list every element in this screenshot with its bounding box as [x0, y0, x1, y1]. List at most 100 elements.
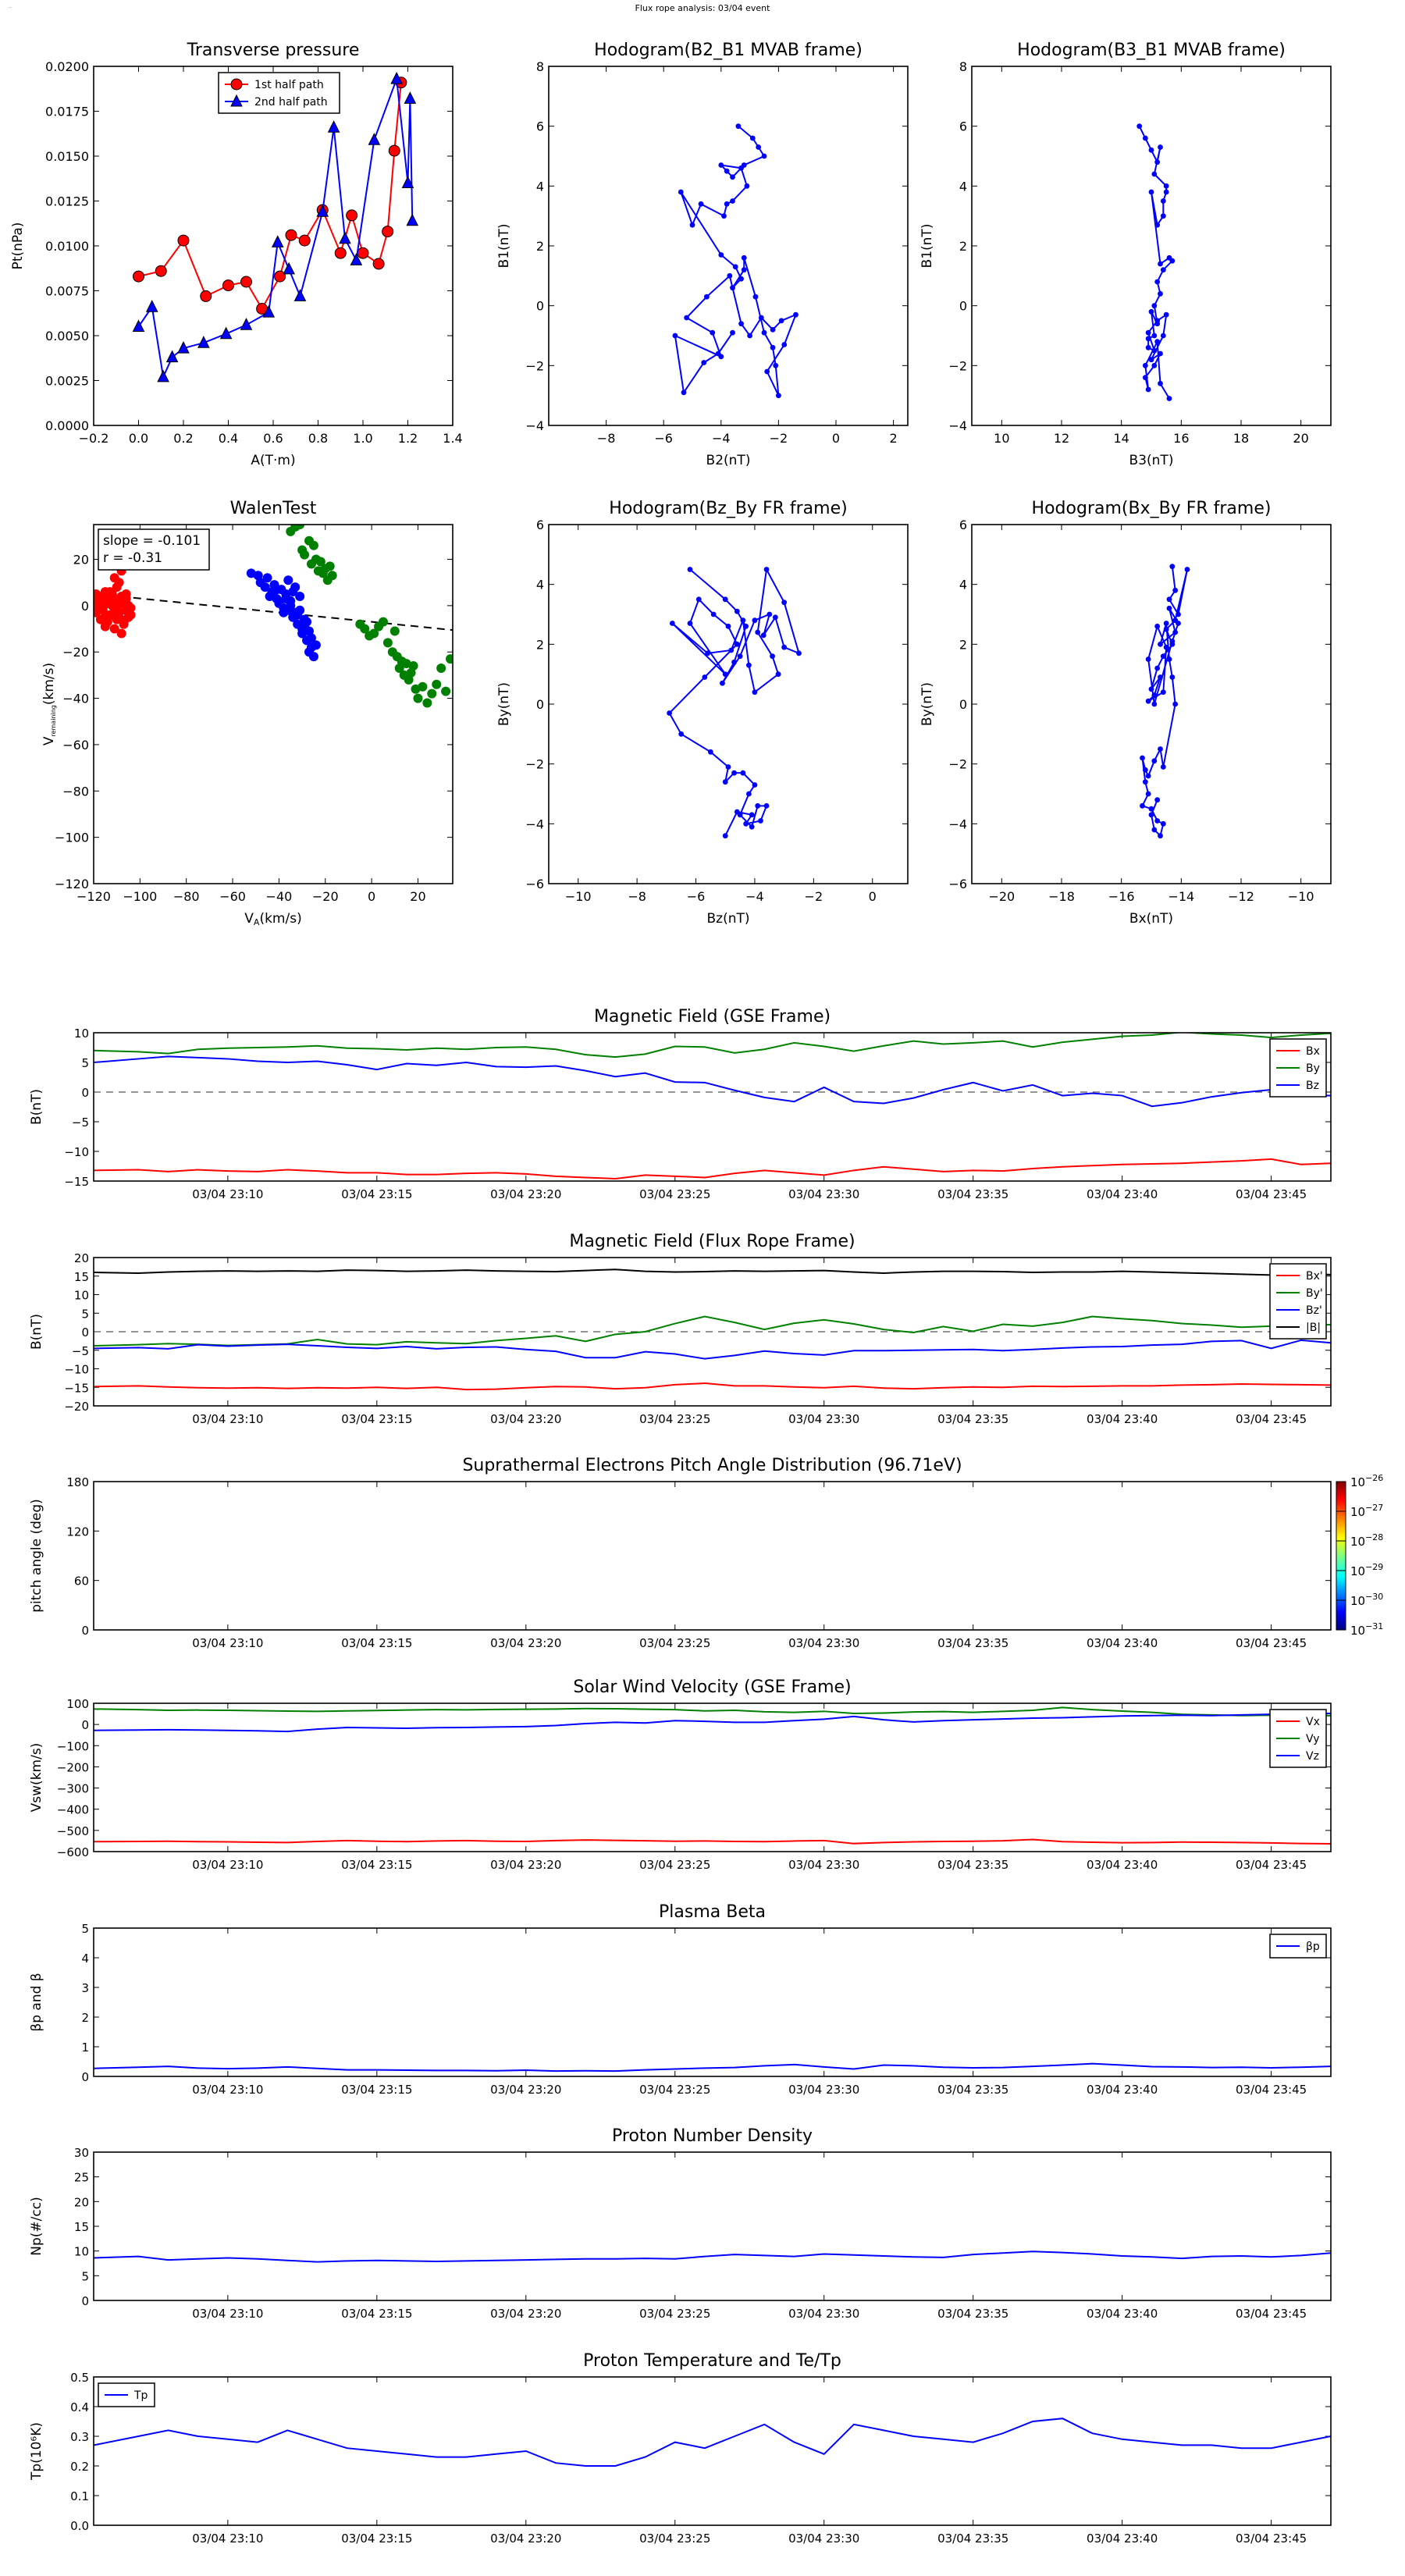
- x-tick-label: −6: [687, 889, 706, 904]
- y-tick-label: 0: [81, 2070, 89, 2084]
- x-tick-label: 0.6: [263, 431, 283, 446]
- axes-frame: [972, 525, 1331, 884]
- data-point: [1146, 336, 1151, 341]
- annotation-text: slope = -0.101: [103, 533, 201, 549]
- data-point: [770, 345, 776, 350]
- legend-label: Bx': [1306, 1270, 1323, 1283]
- y-tick-label: −300: [57, 1782, 89, 1796]
- y-tick-label: 100: [66, 1697, 89, 1711]
- data-point: [1149, 148, 1154, 153]
- x-tick-label: 03/04 23:35: [937, 1858, 1008, 1872]
- data-point: [389, 145, 400, 156]
- data-point: [1164, 190, 1169, 195]
- y-tick-label: 4: [959, 578, 967, 592]
- y-tick-label: −20: [64, 1400, 89, 1414]
- data-point: [730, 285, 735, 290]
- colorbar-label: 10−30: [1350, 1592, 1383, 1608]
- series-line-1st half path: [139, 83, 401, 309]
- x-tick-label: 03/04 23:40: [1087, 1858, 1158, 1872]
- x-tick-label: 03/04 23:35: [937, 1412, 1008, 1426]
- x-tick-label: 0.4: [219, 431, 238, 446]
- data-point: [1164, 312, 1169, 318]
- data-point: [409, 661, 418, 671]
- y-tick-label: 6: [959, 518, 967, 532]
- y-tick-label: −40: [62, 692, 89, 706]
- y-tick-label: −15: [64, 1381, 89, 1395]
- x-tick-label: 03/04 23:35: [937, 2532, 1008, 2546]
- data-point: [730, 198, 735, 204]
- x-tick-label: 03/04 23:40: [1087, 1636, 1158, 1650]
- x-tick-label: 03/04 23:25: [639, 1412, 710, 1426]
- chart-vsw: Solar Wind Velocity (GSE Frame)−600−500−…: [29, 1678, 1331, 1872]
- x-tick-label: −4: [745, 889, 764, 904]
- y-tick-label: −6: [948, 877, 967, 891]
- y-tick-label: −2: [948, 358, 967, 373]
- y-tick-label: 25: [74, 2171, 89, 2185]
- chart-title: Magnetic Field (Flux Rope Frame): [569, 1232, 855, 1251]
- y-tick-label: −100: [55, 831, 89, 845]
- data-point: [755, 630, 760, 635]
- y-tick-label: 5: [81, 2269, 89, 2283]
- data-point: [110, 624, 119, 634]
- data-point: [1149, 812, 1154, 817]
- data-point: [122, 589, 131, 599]
- data-point: [1143, 779, 1148, 785]
- y-tick-label: 180: [66, 1475, 89, 1489]
- x-tick-label: 03/04 23:45: [1236, 2532, 1307, 2546]
- data-point: [117, 615, 126, 624]
- axes-frame: [549, 66, 908, 425]
- x-tick-label: 20: [1293, 431, 1308, 446]
- y-tick-label: 20: [74, 1251, 89, 1265]
- x-tick-label: 03/04 23:25: [639, 2532, 710, 2546]
- y-tick-label: 5: [81, 1307, 89, 1321]
- x-tick-label: 03/04 23:10: [192, 2307, 263, 2321]
- data-point: [1169, 258, 1175, 264]
- data-point: [740, 617, 745, 623]
- x-tick-label: 0.0: [129, 431, 148, 446]
- x-tick-label: 03/04 23:25: [639, 2083, 710, 2097]
- data-point: [432, 680, 441, 689]
- data-point: [740, 770, 745, 776]
- series-line-2nd half path: [139, 79, 413, 377]
- y-tick-label: 0.0050: [45, 329, 89, 343]
- data-point: [1154, 222, 1160, 228]
- legend-label: 2nd half path: [254, 96, 328, 109]
- data-point: [221, 328, 232, 339]
- x-tick-label: −2: [805, 889, 823, 904]
- x-tick-label: 10: [994, 431, 1009, 446]
- x-tick-label: 03/04 23:45: [1236, 1187, 1307, 1201]
- data-point: [1172, 630, 1178, 635]
- chart-title: Transverse pressure: [187, 41, 360, 60]
- data-point: [746, 792, 752, 797]
- data-point: [704, 294, 710, 300]
- x-tick-label: 03/04 23:30: [788, 2307, 859, 2321]
- y-tick-label: −4: [525, 817, 544, 831]
- data-point: [730, 330, 735, 336]
- y-axis-label: B(nT): [29, 1089, 44, 1125]
- y-tick-label: 0: [81, 1325, 89, 1340]
- series-line-By: [94, 1032, 1331, 1057]
- data-point: [1149, 190, 1154, 195]
- x-tick-label: 03/04 23:35: [937, 2307, 1008, 2321]
- data-point: [329, 121, 340, 132]
- plots-layer: Flux rope analysis: 03/04 event Transvers…: [8, 3, 1384, 2546]
- data-point: [309, 652, 318, 661]
- y-tick-label: 0: [81, 1718, 89, 1732]
- data-point: [1140, 756, 1145, 761]
- data-point: [742, 255, 747, 261]
- data-point: [724, 169, 730, 174]
- data-point: [764, 567, 770, 572]
- data-point: [702, 674, 707, 680]
- data-point: [752, 782, 758, 788]
- x-tick-label: −16: [1108, 889, 1135, 904]
- x-axis-label-src: V_A(km/s): [8, 6, 12, 9]
- data-point: [272, 585, 281, 594]
- y-tick-label: −2: [525, 757, 544, 772]
- data-point: [126, 610, 135, 620]
- data-point: [1161, 821, 1166, 827]
- figure-title: Flux rope analysis: 03/04 event: [635, 3, 771, 13]
- data-point: [283, 263, 294, 274]
- series-line-Bx': [94, 1383, 1331, 1389]
- x-tick-label: −4: [712, 431, 731, 446]
- x-tick-label: −80: [173, 889, 200, 904]
